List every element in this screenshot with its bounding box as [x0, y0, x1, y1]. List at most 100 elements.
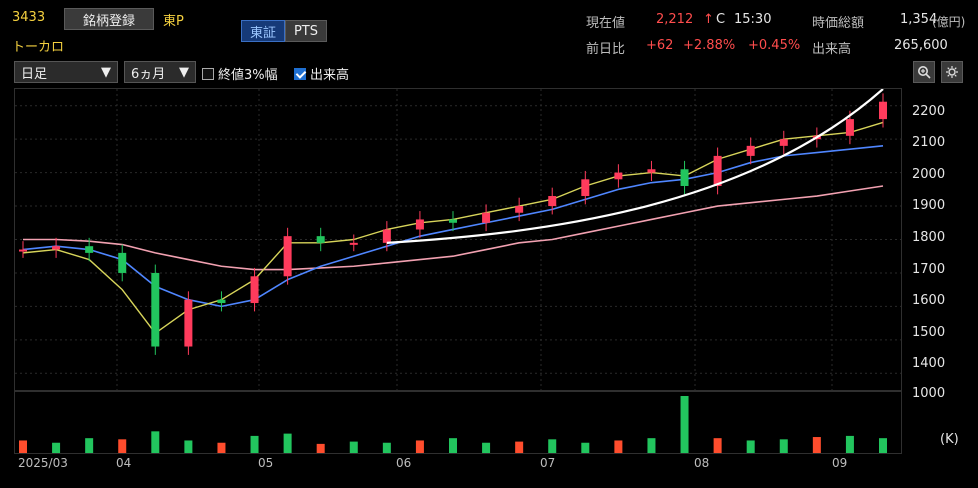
tab-pts[interactable]: PTS	[285, 20, 327, 42]
volume-bar	[680, 396, 689, 453]
volume-toggle-label: 出来高	[310, 68, 350, 83]
quote-time: 15:30	[734, 12, 772, 27]
candle-body	[515, 206, 524, 213]
y-tick-1400: 1400	[912, 356, 946, 371]
candle-body	[151, 272, 160, 347]
extra-pct: +0.45%	[748, 38, 801, 53]
tab-tse[interactable]: 東証	[241, 20, 285, 42]
candle-body	[845, 119, 854, 136]
volume-bar	[779, 439, 788, 453]
vol-tick-1000: 1000	[912, 386, 946, 401]
volume-bar	[349, 441, 358, 453]
candle-body	[647, 169, 656, 173]
candle-body	[382, 229, 391, 243]
y-tick-1500: 1500	[912, 325, 946, 340]
volume-bar	[415, 440, 424, 453]
volume-bar	[316, 443, 325, 453]
volume-bar	[647, 438, 656, 453]
volume-bar	[581, 442, 590, 453]
candle-body	[349, 242, 358, 245]
volume-bar	[19, 440, 27, 453]
ma-long-line	[23, 185, 884, 271]
candle-body	[316, 236, 325, 243]
period-select[interactable]: 日足 ▼	[14, 61, 118, 83]
volume-bar	[614, 440, 623, 453]
candle-body	[680, 169, 689, 186]
candle-body	[449, 219, 457, 223]
volume-bar	[879, 438, 887, 453]
market-tabs: 東証 PTS	[241, 20, 327, 42]
volume-bar	[52, 442, 61, 453]
close3pct-label: 終値3%幅	[218, 68, 278, 83]
candle-body	[482, 212, 491, 223]
volume-bar	[382, 442, 391, 453]
x-tick-2025-03: 2025/03	[18, 456, 68, 470]
x-tick-09: 09	[832, 456, 848, 470]
candle-body	[614, 172, 623, 180]
y-axis: 2200 2100 2000 1900 1800 1700 1600 1500 …	[904, 88, 978, 454]
x-tick-05: 05	[258, 456, 274, 470]
price-chart[interactable]	[14, 88, 902, 391]
vol-unit: (K)	[940, 432, 959, 447]
candle-body	[118, 252, 127, 273]
candle-body	[415, 219, 424, 230]
range-select[interactable]: 6ヵ月 ▼	[124, 61, 196, 83]
volume-bar	[449, 438, 457, 453]
x-tick-06: 06	[396, 456, 412, 470]
chevron-down-icon: ▼	[179, 64, 189, 80]
register-button[interactable]: 銘柄登録	[64, 8, 154, 30]
stock-code: 3433	[12, 10, 46, 25]
close-flag: C	[716, 12, 726, 27]
mcap-value: 1,354	[900, 12, 938, 27]
current-price: 2,212	[656, 12, 694, 27]
x-tick-07: 07	[540, 456, 556, 470]
volume-toggle[interactable]: 出来高	[294, 64, 349, 83]
candle-body	[283, 236, 292, 277]
volume-bar	[812, 437, 821, 453]
y-tick-1800: 1800	[912, 230, 946, 245]
zoom-icon[interactable]	[913, 61, 935, 83]
period-value: 日足	[21, 66, 48, 82]
volume-bar	[118, 439, 127, 453]
volume-bar	[250, 435, 259, 453]
y-tick-1900: 1900	[912, 198, 946, 213]
candle-body	[217, 299, 226, 304]
candle-body	[548, 196, 557, 207]
candle-body	[250, 276, 259, 304]
volume-value: 265,600	[894, 38, 948, 53]
candle-body	[19, 249, 27, 252]
checkbox-checked-icon[interactable]	[294, 67, 306, 80]
volume-chart[interactable]	[14, 391, 902, 454]
trend-curve	[386, 89, 884, 244]
change-label: 前日比	[586, 42, 626, 57]
x-tick-04: 04	[116, 456, 132, 470]
checkbox-icon[interactable]	[202, 67, 214, 80]
candle-body	[779, 139, 788, 146]
close3pct-toggle[interactable]: 終値3%幅	[202, 64, 278, 83]
y-tick-1700: 1700	[912, 262, 946, 277]
volume-bar	[548, 439, 557, 453]
mcap-label: 時価総額	[812, 16, 865, 31]
y-tick-1600: 1600	[912, 293, 946, 308]
volume-bar	[746, 440, 755, 453]
volume-bar	[85, 438, 94, 453]
candle-body	[581, 179, 590, 197]
change-value: +62	[646, 38, 674, 53]
candle-body	[85, 246, 94, 253]
volume-bar	[283, 433, 292, 453]
candle-body	[713, 155, 722, 186]
volume-bar	[845, 435, 854, 453]
volume-bar	[713, 438, 722, 453]
y-tick-2000: 2000	[912, 167, 946, 182]
price-chart-svg	[15, 89, 901, 390]
mcap-unit: (億円)	[932, 15, 966, 29]
change-pct: +2.88%	[683, 38, 736, 53]
settings-icon[interactable]	[941, 61, 963, 83]
volume-bar	[217, 442, 226, 453]
candle-body	[879, 101, 887, 120]
candle-body	[184, 299, 193, 347]
price-label: 現在値	[586, 16, 626, 31]
range-value: 6ヵ月	[131, 66, 166, 82]
volume-label: 出来高	[812, 42, 852, 57]
up-arrow-icon: ↑	[703, 12, 714, 27]
